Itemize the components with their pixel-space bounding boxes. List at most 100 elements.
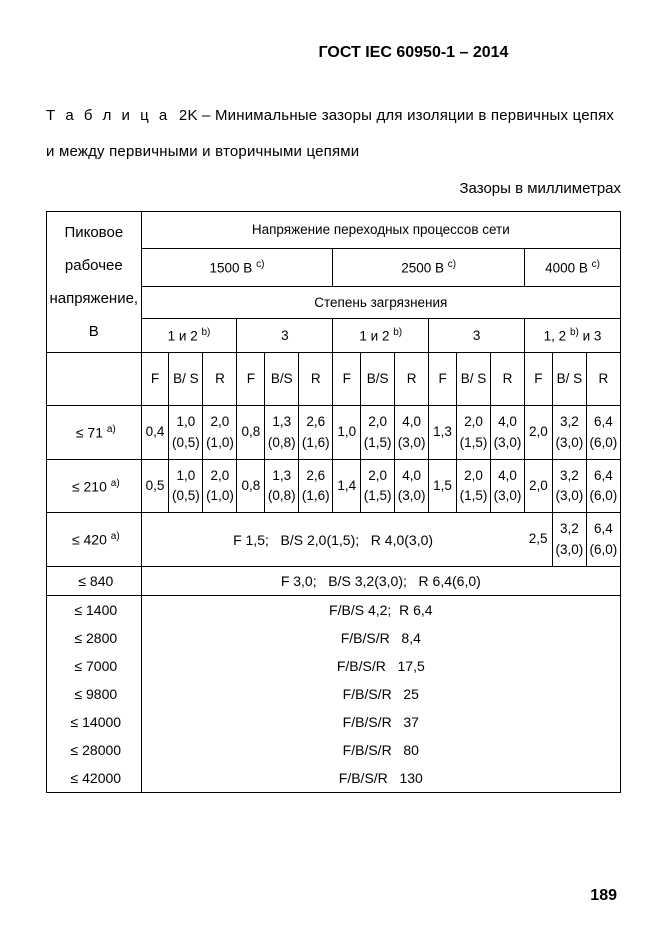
row-label: ≤ 71 a) [47, 406, 142, 460]
subcol-bs: B/ S [552, 353, 586, 406]
row420-merged: F 1,5; B/S 2,0(1,5); R 4,0(3,0) [141, 513, 524, 567]
subcol-f: F [525, 353, 553, 406]
value-cell: 1,0(0,5) [169, 459, 203, 513]
row-label: ≤ 7000 [47, 652, 142, 680]
row420-tail-2: 6,4(6,0) [586, 513, 620, 567]
row840-merged: F 3,0; B/S 3,2(3,0); R 6,4(6,0) [141, 566, 620, 595]
value-cell: 6,4(6,0) [586, 406, 620, 460]
subcol-r: R [491, 353, 525, 406]
pollution-caption: Степень загрязнения [141, 287, 620, 319]
subcol-f: F [333, 353, 361, 406]
voltage-2500: 2500 В c) [333, 248, 525, 286]
full-merge-cell: F/B/S/R 80 [141, 736, 620, 764]
row-label-420: ≤ 420 a) [47, 513, 142, 567]
value-cell: 2,0 [525, 459, 553, 513]
subcol-bs: B/ S [456, 353, 490, 406]
value-cell: 2,0(1,0) [203, 459, 237, 513]
clearances-table: Пиковое рабочее напряжение, В Напряжение… [46, 211, 621, 793]
row-label: ≤ 9800 [47, 680, 142, 708]
full-merge-cell: F/B/S 4,2; R 6,4 [141, 595, 620, 624]
table-row: ≤ 840 F 3,0; B/S 3,2(3,0); R 6,4(6,0) [47, 566, 621, 595]
value-cell: 1,3 [429, 406, 457, 460]
value-cell: 0,5 [141, 459, 169, 513]
table-row: ≤ 42000F/B/S/R 130 [47, 764, 621, 793]
subcol-f: F [141, 353, 169, 406]
value-cell: 1,3(0,8) [265, 459, 299, 513]
row-header-main: Пиковое рабочее напряжение, В [47, 212, 142, 353]
value-cell: 2,6(1,6) [299, 459, 333, 513]
table-row: F B/ S R F B/S R F B/S R F B/ S R F B/ S… [47, 353, 621, 406]
row-label: ≤ 1400 [47, 595, 142, 624]
pollution-12-b: 1 и 2 b) [333, 319, 429, 353]
units-caption: Зазоры в миллиметрах [46, 180, 621, 197]
value-cell: 2,0(1,5) [456, 406, 490, 460]
table-row: ≤ 210 a)0,51,0(0,5)2,0(1,0)0,81,3(0,8)2,… [47, 459, 621, 513]
value-cell: 4,0(3,0) [491, 459, 525, 513]
table-row: Пиковое рабочее напряжение, В Напряжение… [47, 212, 621, 249]
row420-tail-0: 2,5 [525, 513, 553, 567]
value-cell: 1,0(0,5) [169, 406, 203, 460]
row-label: ≤ 2800 [47, 624, 142, 652]
col-header-main: Напряжение переходных процессов сети [141, 212, 620, 249]
value-cell: 1,5 [429, 459, 457, 513]
value-cell: 0,4 [141, 406, 169, 460]
value-cell: 6,4(6,0) [586, 459, 620, 513]
value-cell: 1,0 [333, 406, 361, 460]
row-label-840: ≤ 840 [47, 566, 142, 595]
pollution-12-a: 1 и 2 b) [141, 319, 237, 353]
blank-cell [47, 353, 142, 406]
row-label: ≤ 14000 [47, 708, 142, 736]
value-cell: 4,0(3,0) [491, 406, 525, 460]
value-cell: 2,0(1,5) [361, 459, 395, 513]
value-cell: 2,0(1,5) [361, 406, 395, 460]
full-merge-cell: F/B/S/R 130 [141, 764, 620, 793]
subcol-r: R [395, 353, 429, 406]
subcol-r: R [299, 353, 333, 406]
row-label: ≤ 28000 [47, 736, 142, 764]
table-row: ≤ 9800F/B/S/R 25 [47, 680, 621, 708]
subcol-bs: B/S [265, 353, 299, 406]
value-cell: 1,3(0,8) [265, 406, 299, 460]
subcol-bs: B/S [361, 353, 395, 406]
subcol-bs: B/ S [169, 353, 203, 406]
value-cell: 3,2(3,0) [552, 459, 586, 513]
voltage-1500: 1500 В c) [141, 248, 333, 286]
value-cell: 4,0(3,0) [395, 406, 429, 460]
full-merge-cell: F/B/S/R 8,4 [141, 624, 620, 652]
value-cell: 2,6(1,6) [299, 406, 333, 460]
pollution-123: 1, 2 b) и 3 [525, 319, 621, 353]
table-row: ≤ 28000F/B/S/R 80 [47, 736, 621, 764]
table-row: ≤ 2800F/B/S/R 8,4 [47, 624, 621, 652]
voltage-4000: 4000 В c) [525, 248, 621, 286]
table-row: ≤ 71 a)0,41,0(0,5)2,0(1,0)0,81,3(0,8)2,6… [47, 406, 621, 460]
table-row: ≤ 14000F/B/S/R 37 [47, 708, 621, 736]
subcol-f: F [237, 353, 265, 406]
value-cell: 3,2(3,0) [552, 406, 586, 460]
table-row: ≤ 1400F/B/S 4,2; R 6,4 [47, 595, 621, 624]
value-cell: 1,4 [333, 459, 361, 513]
value-cell: 4,0(3,0) [395, 459, 429, 513]
full-merge-cell: F/B/S/R 37 [141, 708, 620, 736]
pollution-3-a: 3 [237, 319, 333, 353]
value-cell: 2,0 [525, 406, 553, 460]
table-row: ≤ 7000F/B/S/R 17,5 [47, 652, 621, 680]
full-merge-cell: F/B/S/R 17,5 [141, 652, 620, 680]
subcol-r: R [203, 353, 237, 406]
table-number: 2K [179, 107, 198, 124]
subcol-r: R [586, 353, 620, 406]
table-row: ≤ 420 a) F 1,5; B/S 2,0(1,5); R 4,0(3,0)… [47, 513, 621, 567]
table-caption: Т а б л и ц а 2K – Минимальные зазоры дл… [46, 98, 621, 170]
value-cell: 0,8 [237, 459, 265, 513]
value-cell: 2,0(1,5) [456, 459, 490, 513]
row420-tail-1: 3,2(3,0) [552, 513, 586, 567]
value-cell: 2,0(1,0) [203, 406, 237, 460]
document-header: ГОСТ IEC 60950-1 – 2014 [46, 44, 621, 62]
full-merge-cell: F/B/S/R 25 [141, 680, 620, 708]
row-label: ≤ 42000 [47, 764, 142, 793]
page-number: 189 [590, 887, 617, 905]
pollution-3-b: 3 [429, 319, 525, 353]
value-cell: 0,8 [237, 406, 265, 460]
table-label-prefix: Т а б л и ц а [46, 107, 170, 124]
page: ГОСТ IEC 60950-1 – 2014 Т а б л и ц а 2K… [0, 0, 661, 935]
subcol-f: F [429, 353, 457, 406]
